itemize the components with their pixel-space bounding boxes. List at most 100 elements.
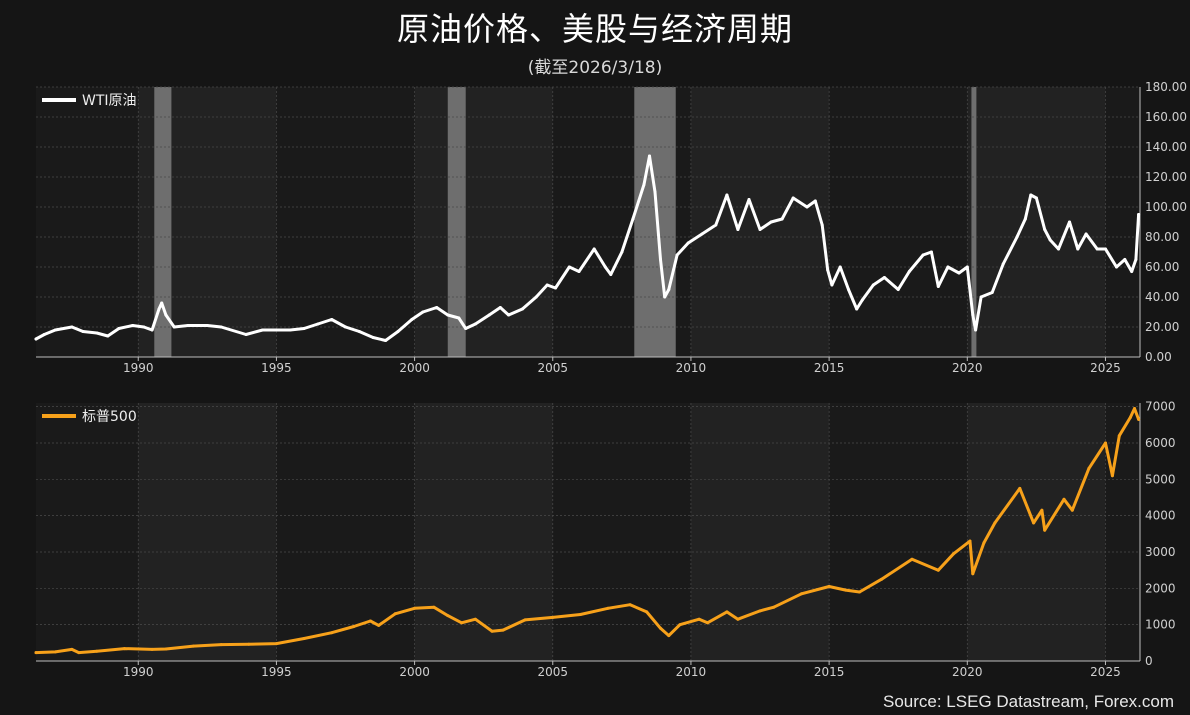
data-point-wti [592, 247, 596, 251]
data-point-wti [1034, 196, 1038, 200]
data-point-spx [968, 539, 972, 543]
data-point-wti [545, 283, 549, 287]
data-point-wti [896, 288, 900, 291]
page-subtitle: (截至2026/3/18) [527, 58, 663, 78]
data-point-spx [880, 577, 884, 581]
data-point-wti [507, 313, 511, 317]
data-point-wti [219, 325, 223, 329]
plot-background-band [967, 87, 1106, 357]
data-point-wti [274, 328, 278, 332]
data-point-spx [501, 628, 505, 632]
legend-label-wti: WTI原油 [82, 93, 137, 109]
x-tick-label: 2005 [537, 361, 568, 375]
x-tick-label: 2025 [1090, 665, 1121, 679]
data-point-wti [965, 265, 969, 269]
y-tick-label: 40.00 [1145, 290, 1179, 304]
data-point-spx [523, 618, 527, 622]
data-point-spx [164, 647, 168, 651]
data-point-wti [577, 270, 581, 273]
data-point-wti [820, 223, 824, 227]
data-point-wti [642, 183, 646, 186]
data-point-wti [663, 295, 667, 299]
data-point-wti [609, 273, 613, 276]
data-point-wti [860, 298, 864, 302]
data-point-spx [736, 617, 740, 621]
plot-background-band [690, 403, 830, 661]
data-point-wti [648, 154, 651, 158]
y-tick-label: 120.00 [1145, 170, 1187, 184]
plot-background-band [690, 87, 830, 357]
data-point-wti [921, 253, 925, 257]
data-point-spx [446, 614, 450, 618]
plot-background-band [36, 87, 139, 357]
spx-chart-panel: 0 1000 2000 3000 4000 5000 6000 7000 1990 1995 200… [34, 400, 1176, 679]
data-point-wti [758, 228, 762, 231]
data-point-wti [736, 228, 740, 231]
data-point-wti [164, 313, 168, 317]
data-point-spx [490, 629, 494, 633]
data-point-spx [628, 603, 632, 607]
x-tick-label: 2015 [814, 361, 845, 375]
data-point-spx [413, 606, 417, 610]
data-point-wti [457, 316, 461, 320]
data-point-wti [70, 325, 74, 329]
data-point-wti [936, 285, 940, 288]
x-tick-label: 2025 [1090, 361, 1121, 375]
data-point-wti [805, 205, 809, 209]
data-point-wti [330, 318, 334, 321]
data-point-wti [396, 330, 400, 333]
data-point-wti [498, 306, 502, 309]
y-tick-label: 6000 [1145, 436, 1176, 450]
data-point-wti [435, 306, 439, 309]
data-point-spx [772, 605, 776, 609]
y-tick-label: 4000 [1145, 509, 1176, 523]
data-point-wti [316, 322, 320, 326]
data-point-wti [160, 301, 164, 305]
data-point-spx [1128, 416, 1132, 419]
data-point-wti [946, 265, 950, 269]
data-point-spx [578, 613, 582, 616]
plot-background-band [829, 87, 968, 357]
data-point-wti [686, 241, 690, 245]
data-point-wti [929, 250, 933, 254]
data-point-wti [659, 258, 662, 261]
data-point-wti [205, 324, 209, 327]
data-point-wti [1130, 270, 1134, 273]
data-point-wti [357, 330, 361, 333]
data-point-wti [1104, 247, 1107, 251]
data-point-wti [700, 232, 704, 236]
data-point-spx [758, 609, 762, 613]
data-point-spx [432, 605, 436, 609]
data-point-wti [1076, 247, 1080, 251]
data-point-spx [1018, 486, 1022, 490]
data-point-spx [1087, 466, 1091, 470]
data-point-spx [53, 650, 57, 654]
data-point-wti [957, 271, 961, 275]
recession-band [154, 87, 172, 357]
data-point-wti [1134, 258, 1138, 261]
data-point-spx [827, 585, 831, 588]
data-point-spx [706, 621, 709, 625]
data-point-spx [725, 610, 729, 614]
data-point-spx [352, 625, 356, 628]
data-point-spx [302, 637, 306, 640]
data-point-wti [487, 313, 491, 317]
data-point-wti [554, 286, 557, 290]
data-point-spx [368, 619, 372, 623]
data-point-wti [826, 268, 830, 272]
data-point-wti [534, 295, 538, 299]
data-point-spx [697, 617, 701, 621]
data-point-spx [1043, 528, 1047, 532]
x-tick-label: 1995 [261, 361, 292, 375]
data-point-wti [780, 217, 784, 221]
data-point-wti [261, 328, 265, 332]
source-note: Source: LSEG Datastream, Forex.com [883, 692, 1174, 711]
data-point-spx [1104, 441, 1107, 445]
data-point-spx [219, 643, 223, 647]
y-tick-label: 7000 [1145, 400, 1176, 414]
data-point-spx [1032, 521, 1036, 525]
data-point-spx [1137, 417, 1141, 421]
x-tick-label: 1995 [261, 665, 292, 679]
data-point-spx [667, 634, 671, 638]
